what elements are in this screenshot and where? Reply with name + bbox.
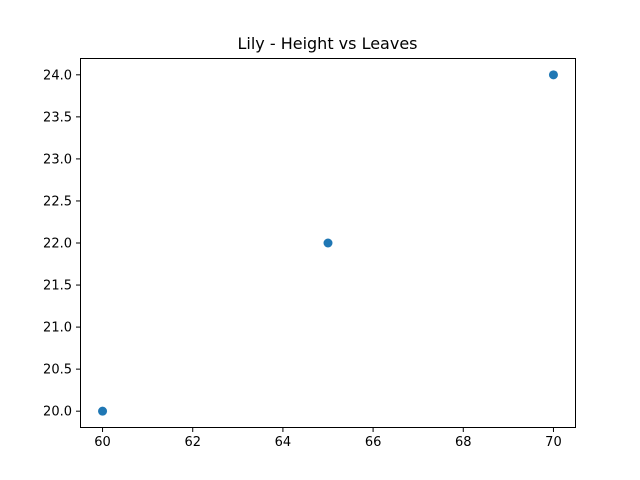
x-tick-label: 70 xyxy=(545,435,562,450)
data-point xyxy=(548,70,558,80)
data-point xyxy=(323,238,333,248)
data-points xyxy=(98,70,558,416)
x-tick-label: 62 xyxy=(184,435,201,450)
y-tick-label: 20.0 xyxy=(43,405,72,420)
y-tick-label: 21.0 xyxy=(43,321,72,336)
plot-area-frame xyxy=(80,58,576,428)
y-tick-label: 23.5 xyxy=(43,110,72,125)
y-tick-label: 24.0 xyxy=(43,68,72,83)
x-tick-label: 66 xyxy=(365,435,382,450)
y-tick-label: 20.5 xyxy=(43,363,72,378)
y-tick-label: 23.0 xyxy=(43,152,72,167)
y-tick-label: 22.5 xyxy=(43,194,72,209)
x-axis: 60 62 64 66 68 70 xyxy=(94,428,562,450)
y-axis: 20.0 20.5 21.0 21.5 22.0 22.5 23.0 23.5 24.0 xyxy=(43,68,80,420)
chart-title: Lily - Height vs Leaves xyxy=(237,34,417,53)
y-tick-label: 22.0 xyxy=(43,237,72,252)
x-tick-label: 64 xyxy=(275,435,292,450)
x-tick-label: 60 xyxy=(94,435,111,450)
y-tick-label: 21.5 xyxy=(43,279,72,294)
x-tick-label: 68 xyxy=(455,435,472,450)
data-point xyxy=(98,406,108,416)
